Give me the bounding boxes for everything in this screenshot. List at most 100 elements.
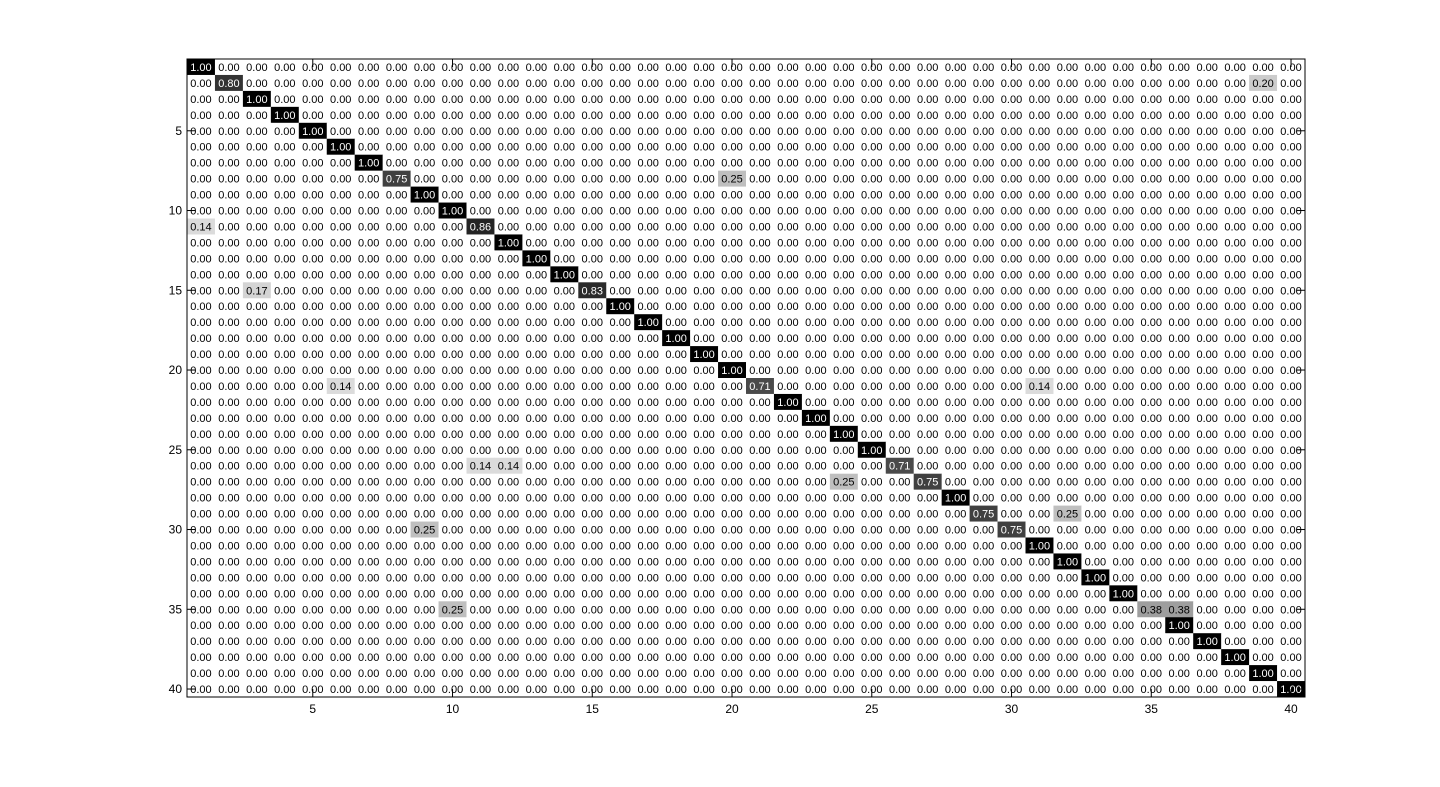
cell-value-label: 0.00 bbox=[861, 237, 882, 249]
cell-value-label: 0.00 bbox=[442, 349, 463, 361]
cell-value-label: 0.00 bbox=[1057, 221, 1078, 233]
cell-value-label: 0.00 bbox=[1169, 142, 1190, 154]
cell-value-label: 0.00 bbox=[610, 110, 631, 122]
cell-value-label: 0.00 bbox=[1113, 525, 1134, 537]
heatmap-cell bbox=[829, 74, 859, 92]
cell-value-label: 0.00 bbox=[414, 636, 435, 648]
cell-value-label: 0.00 bbox=[1252, 269, 1273, 281]
cell-value-label: 0.00 bbox=[330, 604, 351, 616]
cell-value-label: 0.00 bbox=[861, 477, 882, 489]
cell-value-label: 0.00 bbox=[386, 349, 407, 361]
cell-value-label: 0.00 bbox=[246, 509, 267, 521]
cell-value-label: 0.00 bbox=[386, 285, 407, 297]
cell-value-label: 0.00 bbox=[610, 572, 631, 584]
cell-value-label: 0.00 bbox=[414, 588, 435, 600]
cell-value-label: 0.00 bbox=[526, 142, 547, 154]
cell-value-label: 0.00 bbox=[973, 301, 994, 313]
cell-value-label: 0.00 bbox=[330, 174, 351, 186]
heatmap-cell bbox=[438, 138, 467, 156]
cell-value-label: 0.00 bbox=[526, 397, 547, 409]
cell-value-label: 0.00 bbox=[945, 445, 966, 457]
cell-value-label: 0.00 bbox=[610, 285, 631, 297]
cell-value-label: 0.00 bbox=[777, 445, 798, 457]
cell-value-label: 0.00 bbox=[1001, 253, 1022, 265]
heatmap-cell bbox=[382, 170, 411, 187]
cell-value-label: 0.00 bbox=[554, 110, 575, 122]
heatmap-cell bbox=[214, 170, 244, 187]
cell-value-label: 0.00 bbox=[554, 237, 575, 249]
cell-value-label: 0.00 bbox=[777, 126, 798, 138]
cell-value-label: 0.00 bbox=[749, 540, 770, 552]
cell-value-label: 0.00 bbox=[610, 636, 631, 648]
cell-value-label: 0.00 bbox=[526, 540, 547, 552]
cell-value-label: 0.00 bbox=[749, 237, 770, 249]
cell-value-label: 0.00 bbox=[1029, 94, 1050, 106]
heatmap-cell bbox=[969, 122, 998, 140]
cell-value-label: 0.00 bbox=[386, 525, 407, 537]
cell-value-label: 0.00 bbox=[386, 588, 407, 600]
cell-value-label: 0.00 bbox=[414, 572, 435, 584]
x-tick-label: 20 bbox=[725, 702, 739, 716]
cell-value-label: 0.00 bbox=[1224, 78, 1245, 90]
cell-value-label: 0.00 bbox=[442, 540, 463, 552]
cell-value-label: 0.00 bbox=[190, 285, 211, 297]
heatmap-cell bbox=[1221, 59, 1250, 76]
cell-value-label: 0.00 bbox=[218, 652, 239, 664]
cell-value-label: 0.00 bbox=[1113, 174, 1134, 186]
cell-value-label: 0.00 bbox=[190, 237, 211, 249]
cell-value-label: 0.00 bbox=[498, 525, 519, 537]
cell-value-label: 0.25 bbox=[1057, 509, 1078, 521]
cell-value-label: 0.00 bbox=[693, 652, 714, 664]
cell-value-label: 0.00 bbox=[833, 636, 854, 648]
cell-value-label: 0.00 bbox=[470, 668, 491, 680]
cell-value-label: 0.00 bbox=[1224, 142, 1245, 154]
cell-value-label: 0.00 bbox=[610, 477, 631, 489]
heatmap-cell bbox=[690, 74, 719, 92]
cell-value-label: 0.00 bbox=[1169, 221, 1190, 233]
heatmap-cell bbox=[242, 59, 272, 76]
cell-value-label: 0.00 bbox=[1141, 221, 1162, 233]
cell-value-label: 0.00 bbox=[1057, 237, 1078, 249]
cell-value-label: 0.00 bbox=[805, 365, 826, 377]
cell-value-label: 0.00 bbox=[358, 237, 379, 249]
cell-value-label: 0.00 bbox=[498, 509, 519, 521]
cell-value-label: 0.00 bbox=[554, 636, 575, 648]
heatmap-cell bbox=[773, 74, 803, 92]
cell-value-label: 0.00 bbox=[665, 269, 686, 281]
cell-value-label: 0.00 bbox=[637, 190, 658, 202]
cell-value-label: 0.00 bbox=[414, 94, 435, 106]
cell-value-label: 0.00 bbox=[665, 317, 686, 329]
cell-value-label: 0.00 bbox=[721, 78, 742, 90]
heatmap-cell bbox=[1277, 138, 1306, 156]
cell-value-label: 0.00 bbox=[554, 206, 575, 218]
heatmap-cell bbox=[634, 59, 663, 76]
cell-value-label: 0.00 bbox=[973, 604, 994, 616]
cell-value-label: 0.00 bbox=[1057, 94, 1078, 106]
cell-value-label: 0.00 bbox=[945, 381, 966, 393]
cell-value-label: 0.00 bbox=[917, 317, 938, 329]
cell-value-label: 0.00 bbox=[1141, 620, 1162, 632]
cell-value-label: 0.00 bbox=[749, 588, 770, 600]
cell-value-label: 0.00 bbox=[526, 94, 547, 106]
cell-value-label: 0.00 bbox=[1252, 365, 1273, 377]
cell-value-label: 0.00 bbox=[1252, 540, 1273, 552]
cell-value-label: 0.00 bbox=[889, 509, 910, 521]
cell-value-label: 0.00 bbox=[861, 652, 882, 664]
cell-value-label: 0.00 bbox=[777, 301, 798, 313]
cell-value-label: 0.00 bbox=[1113, 509, 1134, 521]
heatmap-cell bbox=[354, 59, 384, 76]
heatmap-cell bbox=[885, 154, 915, 172]
cell-value-label: 0.00 bbox=[610, 397, 631, 409]
cell-value-label: 0.00 bbox=[414, 461, 435, 473]
heatmap-cell bbox=[662, 154, 691, 172]
cell-value-label: 0.00 bbox=[330, 556, 351, 568]
cell-value-label: 0.00 bbox=[554, 158, 575, 170]
cell-value-label: 0.00 bbox=[945, 237, 966, 249]
heatmap-cell bbox=[634, 122, 663, 140]
cell-value-label: 0.00 bbox=[610, 333, 631, 345]
cell-value-label: 0.00 bbox=[945, 78, 966, 90]
heatmap-cell bbox=[801, 154, 831, 172]
cell-value-label: 0.00 bbox=[1196, 445, 1217, 457]
heatmap-cell bbox=[1249, 59, 1278, 76]
heatmap-cell bbox=[187, 170, 216, 187]
